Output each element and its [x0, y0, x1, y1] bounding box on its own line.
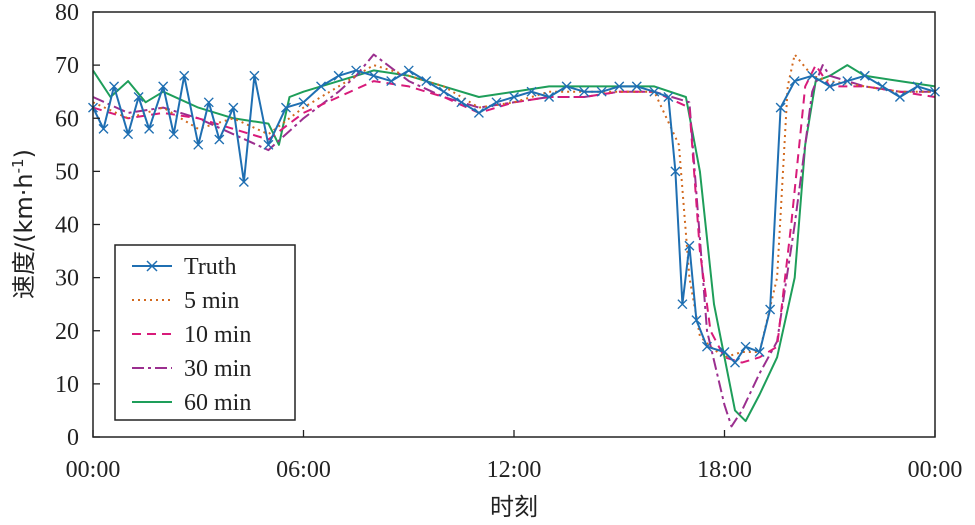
data-point-truth	[158, 81, 169, 92]
data-point-truth	[123, 129, 134, 140]
legend-box	[114, 244, 296, 421]
legend-label-10-min: 10 min	[184, 322, 251, 348]
data-point-truth	[421, 76, 432, 87]
data-point-truth	[214, 134, 225, 145]
data-point-truth	[649, 86, 660, 97]
data-point-truth	[663, 92, 674, 102]
data-point-truth	[614, 81, 625, 92]
x-tick-label: 00:00	[908, 457, 963, 483]
legend: Truth 5 min 10 min 30 min 60 min	[114, 244, 296, 421]
y-tick-label: 0	[67, 425, 79, 451]
data-point-truth	[98, 123, 109, 134]
data-point-truth	[684, 240, 695, 251]
legend-label-30-min: 30 min	[184, 356, 251, 382]
data-point-truth	[740, 341, 751, 352]
data-point-truth	[473, 107, 484, 118]
data-point-truth	[351, 65, 362, 76]
series-line-10-min	[92, 64, 936, 364]
data-point-truth	[280, 102, 291, 113]
data-point-truth	[249, 70, 260, 81]
y-tick-label: 70	[55, 53, 79, 79]
x-tick-label: 00:00	[66, 457, 121, 483]
data-point-truth	[544, 92, 555, 102]
x-tick-label: 18:00	[697, 457, 752, 483]
data-point-truth	[298, 97, 309, 108]
data-point-truth	[168, 129, 179, 140]
series-line-5-min	[92, 53, 935, 359]
legend-label-5-min: 5 min	[184, 288, 239, 314]
data-point-truth	[316, 81, 327, 92]
data-point-truth	[677, 299, 688, 310]
data-point-truth	[775, 102, 786, 113]
data-point-truth	[386, 76, 397, 87]
y-tick-label: 40	[55, 213, 79, 239]
data-point-truth	[765, 304, 776, 315]
data-point-truth	[859, 70, 870, 81]
data-point-truth	[509, 92, 519, 102]
data-point-truth	[877, 81, 888, 92]
data-point-truth	[526, 86, 537, 97]
series-lines	[88, 53, 940, 428]
axes: 0 10 20 30 40 50 60 70 80 00:00 06:00 12:00 18:00 00:…	[55, 0, 962, 483]
data-point-truth	[807, 70, 818, 81]
data-point-truth	[561, 81, 572, 92]
data-point-truth	[263, 139, 274, 150]
data-point-truth	[719, 347, 730, 357]
y-tick-label: 10	[55, 372, 79, 398]
data-point-truth	[238, 177, 249, 187]
data-point-truth	[596, 86, 607, 97]
data-point-truth	[109, 81, 120, 92]
data-point-truth	[894, 92, 905, 102]
data-point-truth	[403, 65, 414, 76]
data-point-truth	[691, 315, 702, 326]
data-point-truth	[193, 139, 204, 150]
y-axis-title: 速度/(km·h-1)	[9, 149, 38, 299]
legend-label-60-min: 60 min	[184, 390, 251, 416]
data-point-truth	[438, 86, 449, 97]
data-point-truth	[179, 70, 190, 81]
x-tick-label: 06:00	[276, 457, 331, 483]
data-point-truth	[730, 357, 741, 368]
x-axis-title: 时刻	[490, 493, 538, 521]
y-tick-label: 80	[55, 0, 79, 26]
series-line-60-min	[92, 64, 936, 423]
data-point-truth	[228, 102, 239, 113]
data-point-truth	[701, 341, 712, 352]
data-point-truth	[133, 92, 144, 102]
x-tick-label: 12:00	[487, 457, 542, 483]
legend-marker-truth	[146, 260, 158, 272]
data-point-truth	[333, 70, 344, 81]
data-point-truth	[579, 86, 590, 97]
data-point-truth	[824, 81, 835, 92]
y-tick-label: 20	[55, 319, 79, 345]
data-point-truth	[842, 76, 853, 87]
data-point-truth	[631, 81, 642, 92]
y-tick-label: 50	[55, 159, 79, 185]
data-point-truth	[670, 166, 681, 177]
data-point-truth	[912, 81, 923, 92]
data-point-truth	[491, 97, 502, 108]
data-point-truth	[203, 97, 214, 108]
legend-label-truth: Truth	[184, 254, 236, 280]
series-line-30-min	[92, 53, 935, 428]
data-point-truth	[368, 70, 379, 81]
data-point-truth	[456, 97, 467, 108]
data-point-truth	[789, 76, 800, 87]
y-tick-label: 60	[55, 106, 79, 132]
y-tick-label: 30	[55, 266, 79, 292]
data-point-truth	[754, 347, 765, 357]
data-point-truth	[144, 123, 155, 134]
